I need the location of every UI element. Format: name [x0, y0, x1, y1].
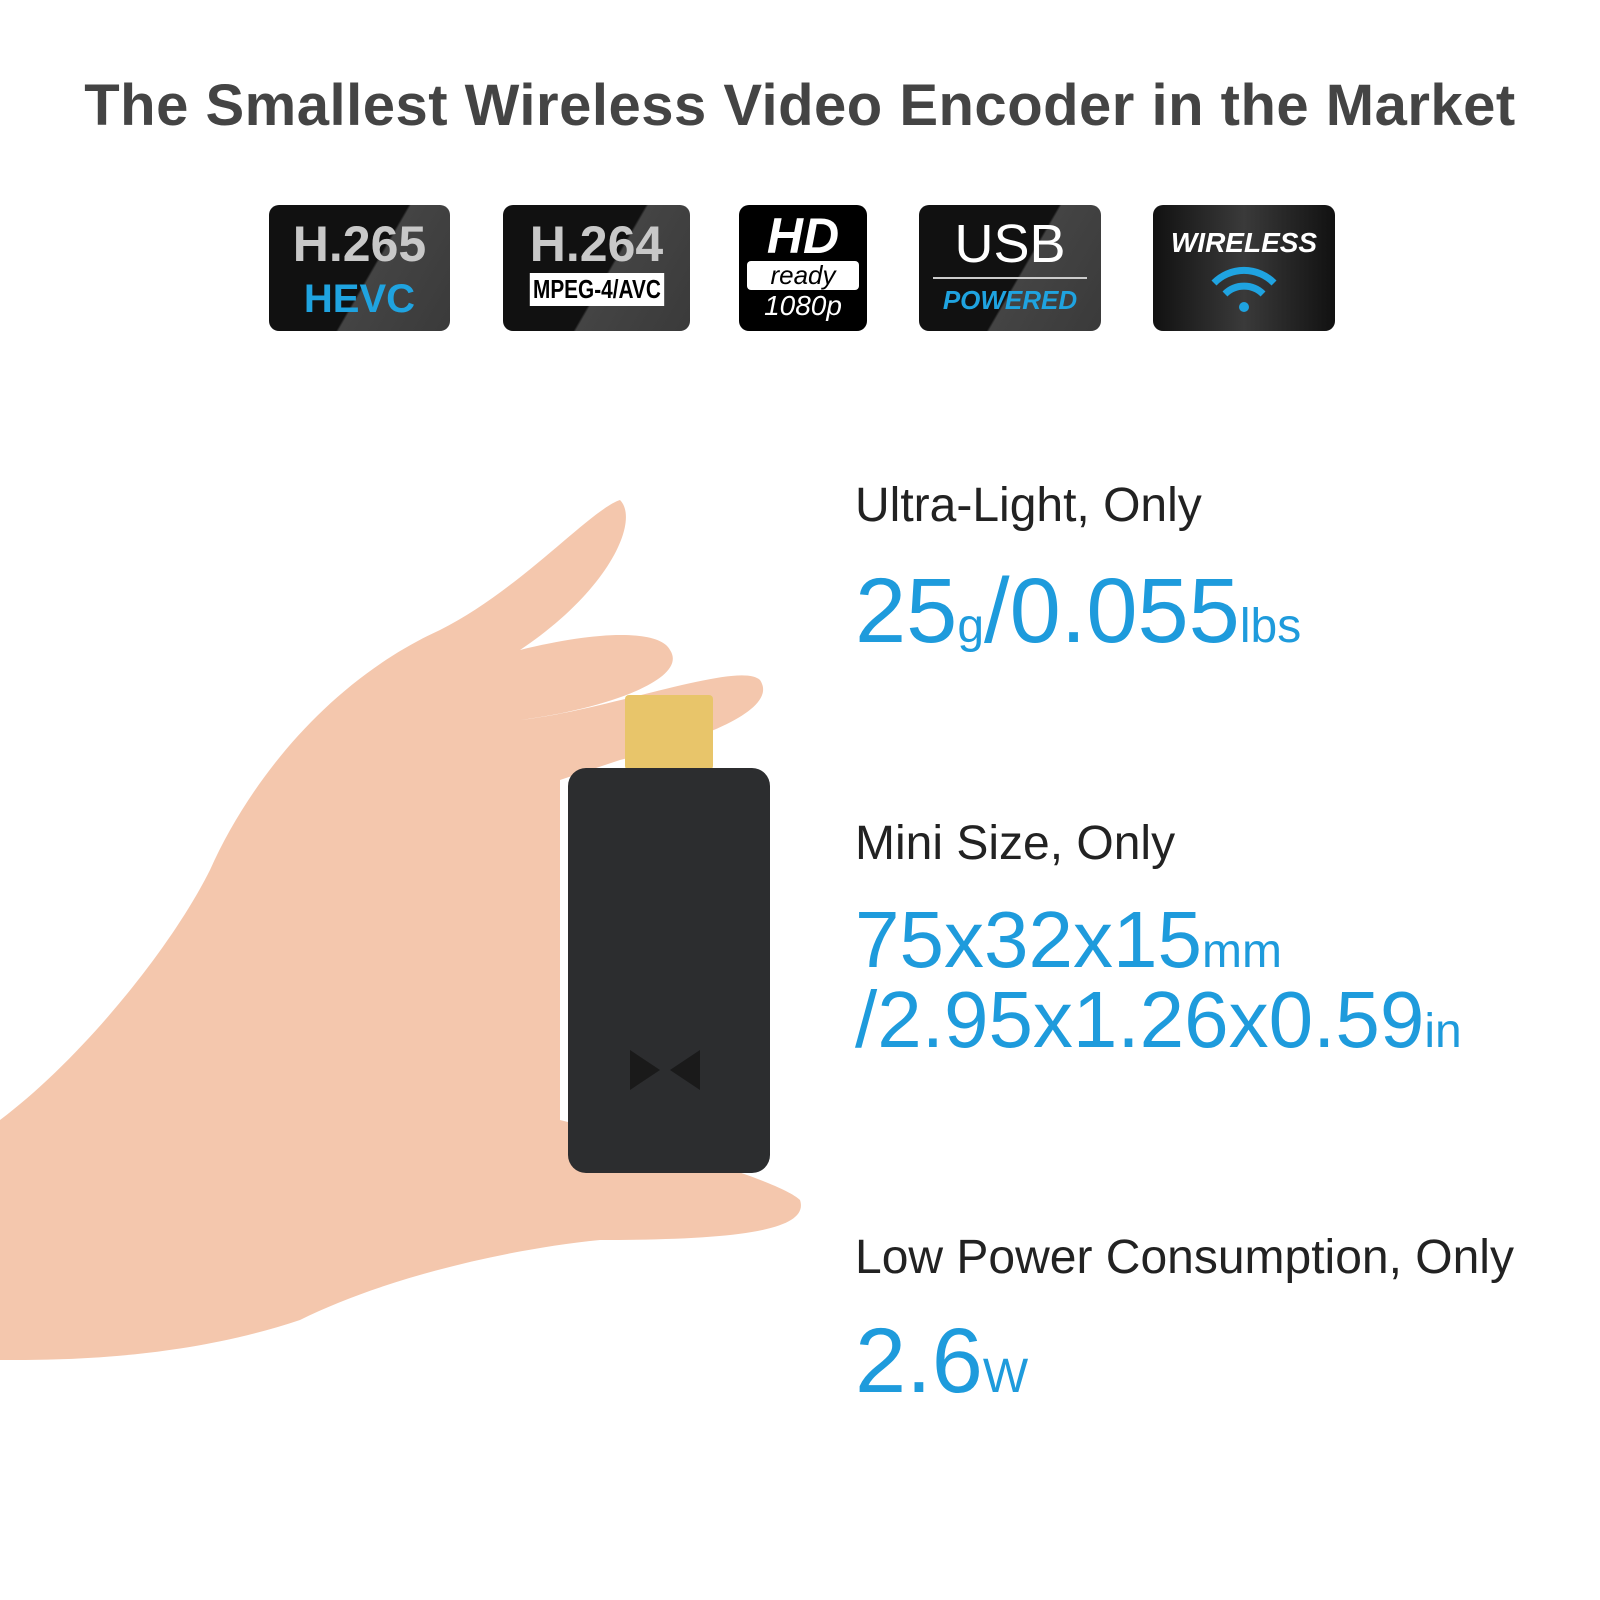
- h265-badge: H.265 HEVC: [269, 205, 450, 331]
- badge-sub: POWERED: [942, 285, 1078, 315]
- power-label: Low Power Consumption, Only: [855, 1231, 1514, 1284]
- badge-extra: 1080p: [764, 289, 842, 321]
- usb-powered-badge: USB POWERED: [919, 205, 1101, 331]
- wifi-icon: [1211, 266, 1277, 312]
- badge-main: HD: [766, 208, 840, 264]
- badge-sub: HEVC: [303, 277, 416, 321]
- badge-sub: MPEG-4/AVC: [529, 273, 664, 306]
- weight-value: 25g/0.055lbs: [855, 560, 1302, 662]
- encoder-device: [568, 768, 770, 1173]
- size-label: Mini Size, Only: [855, 817, 1176, 870]
- hand-holding-encoder-photo: [0, 500, 801, 1360]
- wireless-badge: WIRELESS: [1153, 205, 1335, 331]
- weight-label: Ultra-Light, Only: [855, 479, 1202, 532]
- hd-ready-badge: HD ready 1080p: [739, 205, 867, 331]
- size-value: 75x32x15mm/2.95x1.26x0.59in: [855, 895, 1462, 1064]
- power-value: 2.6W: [855, 1310, 1029, 1412]
- badge-main: WIRELESS: [1170, 227, 1318, 258]
- badge-sub: ready: [747, 261, 859, 290]
- badge-main: H.264: [529, 216, 664, 272]
- h264-badge: H.264 MPEG-4/AVC: [503, 205, 690, 331]
- hdmi-connector: [625, 695, 713, 770]
- badge-main: H.265: [292, 216, 427, 272]
- badge-main: USB: [954, 214, 1066, 274]
- page-title: The Smallest Wireless Video Encoder in t…: [84, 73, 1516, 138]
